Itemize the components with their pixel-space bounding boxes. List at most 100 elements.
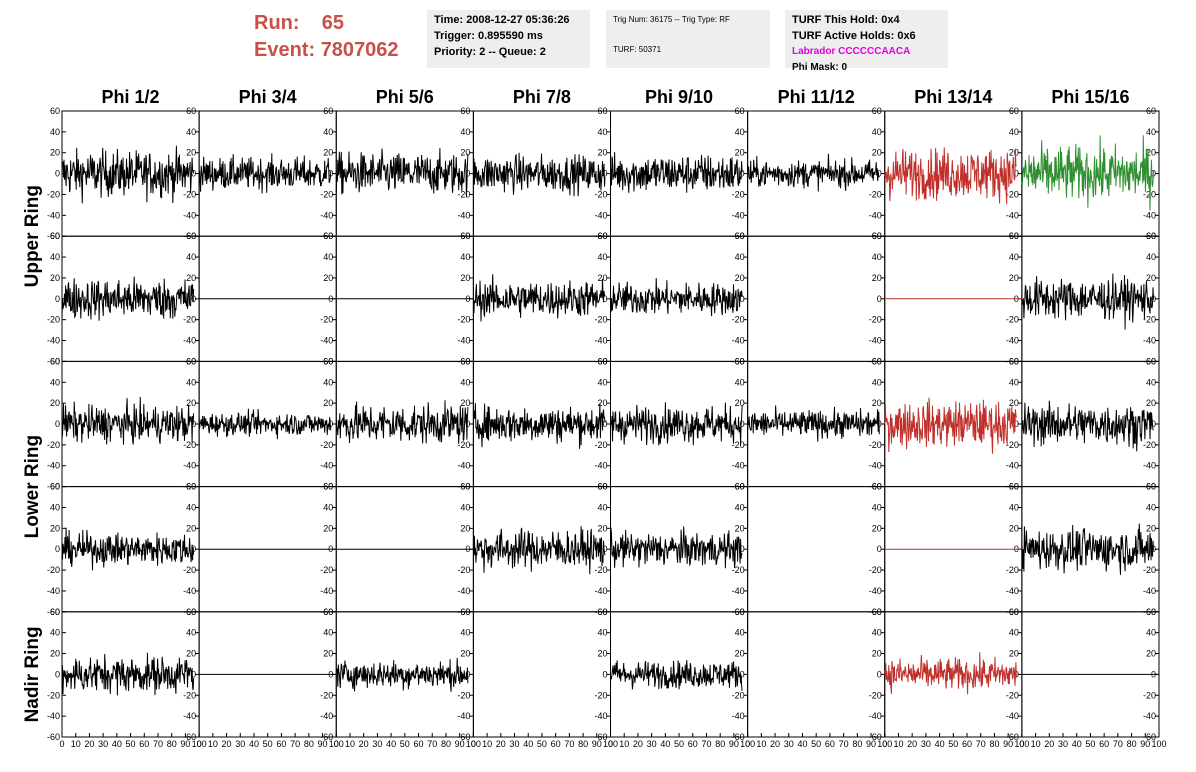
y-tick-label: -20 [47, 440, 60, 450]
waveform-trace [1021, 400, 1154, 452]
y-tick-label: -40 [869, 461, 882, 471]
y-tick-label: 40 [735, 502, 745, 512]
y-tick-label: -40 [457, 210, 470, 220]
y-tick-label: 0 [877, 669, 882, 679]
x-tick-label: 70 [290, 739, 300, 749]
y-tick-label: 60 [50, 482, 60, 492]
y-tick-label: 20 [1009, 148, 1019, 158]
waveform-trace [61, 527, 195, 571]
waveform-trace [610, 660, 743, 691]
y-tick-label: 60 [597, 607, 607, 617]
y-tick-label: 20 [460, 148, 470, 158]
y-tick-label: 60 [735, 106, 745, 116]
y-tick-label: 60 [872, 231, 882, 241]
x-tick-label: 10 [756, 739, 766, 749]
x-tick-label: 0 [608, 739, 613, 749]
waveform-trace [335, 657, 469, 692]
labrador-text: Labrador CCCCCCAACA [792, 46, 911, 57]
y-tick-label: 40 [460, 628, 470, 638]
y-tick-label: 20 [323, 523, 333, 533]
y-tick-label: -20 [594, 440, 607, 450]
x-tick-label: 100 [740, 739, 755, 749]
x-tick-label: 60 [551, 739, 561, 749]
event-line: Event: 7807062 [254, 37, 399, 64]
x-tick-label: 100 [877, 739, 892, 749]
y-tick-label: 60 [460, 607, 470, 617]
x-tick-label: 60 [414, 739, 424, 749]
ring-label: Lower Ring [22, 435, 43, 538]
y-tick-label: -60 [47, 607, 60, 617]
x-tick-label: 0 [59, 739, 64, 749]
y-tick-label: 40 [323, 502, 333, 512]
waveform-trace [610, 526, 743, 569]
y-tick-label: 20 [50, 273, 60, 283]
y-tick-label: 20 [50, 649, 60, 659]
event-label: Event: [254, 39, 316, 61]
x-tick-label: 40 [523, 739, 533, 749]
x-tick-label: 60 [688, 739, 698, 749]
y-tick-label: -20 [594, 690, 607, 700]
column-header: Phi 1/2 [102, 87, 160, 107]
y-tick-label: 60 [735, 231, 745, 241]
x-tick-label: 20 [907, 739, 917, 749]
y-tick-label: 60 [186, 231, 196, 241]
x-tick-label: 40 [1072, 739, 1082, 749]
y-tick-label: -40 [732, 461, 745, 471]
y-tick-label: -40 [47, 210, 60, 220]
x-tick-label: 30 [372, 739, 382, 749]
run-line: Run: 65 [254, 10, 399, 37]
x-tick-label: 70 [564, 739, 574, 749]
y-tick-label: 40 [735, 377, 745, 387]
x-tick-label: 30 [510, 739, 520, 749]
y-tick-label: 40 [1009, 127, 1019, 137]
y-tick-label: -20 [732, 440, 745, 450]
y-tick-label: 60 [186, 482, 196, 492]
y-tick-label: 40 [186, 252, 196, 262]
y-tick-label: 40 [1009, 252, 1019, 262]
y-tick-label: -60 [47, 356, 60, 366]
y-tick-label: -20 [594, 189, 607, 199]
column-header: Phi 7/8 [513, 87, 571, 107]
y-tick-label: 0 [191, 669, 196, 679]
ring-label: Upper Ring [22, 185, 43, 287]
y-tick-label: 40 [323, 628, 333, 638]
y-tick-label: 20 [1009, 523, 1019, 533]
y-tick-label: 60 [1009, 356, 1019, 366]
x-tick-label: 100 [1151, 739, 1166, 749]
y-tick-label: 20 [872, 398, 882, 408]
x-tick-label: 50 [1085, 739, 1095, 749]
y-tick-label: -20 [320, 440, 333, 450]
y-tick-label: 40 [323, 377, 333, 387]
x-tick-label: 10 [893, 739, 903, 749]
y-tick-label: -20 [47, 565, 60, 575]
x-tick-label: 50 [400, 739, 410, 749]
x-tick-label: 30 [784, 739, 794, 749]
y-tick-label: -20 [183, 189, 196, 199]
y-tick-label: 40 [50, 252, 60, 262]
y-tick-label: 60 [186, 106, 196, 116]
x-tick-label: 80 [1127, 739, 1137, 749]
x-tick-label: 30 [1058, 739, 1068, 749]
x-tick-label: 0 [471, 739, 476, 749]
y-tick-label: 20 [872, 148, 882, 158]
x-tick-label: 80 [441, 739, 451, 749]
y-tick-label: 20 [1146, 523, 1156, 533]
y-tick-label: 40 [872, 502, 882, 512]
y-tick-label: -40 [320, 210, 333, 220]
waveform-trace [884, 147, 1017, 205]
y-tick-label: -20 [1143, 315, 1156, 325]
x-tick-label: 20 [84, 739, 94, 749]
y-tick-label: 20 [1009, 649, 1019, 659]
column-header: Phi 11/12 [778, 87, 855, 107]
y-tick-label: 40 [872, 252, 882, 262]
y-tick-label: -60 [732, 732, 745, 742]
